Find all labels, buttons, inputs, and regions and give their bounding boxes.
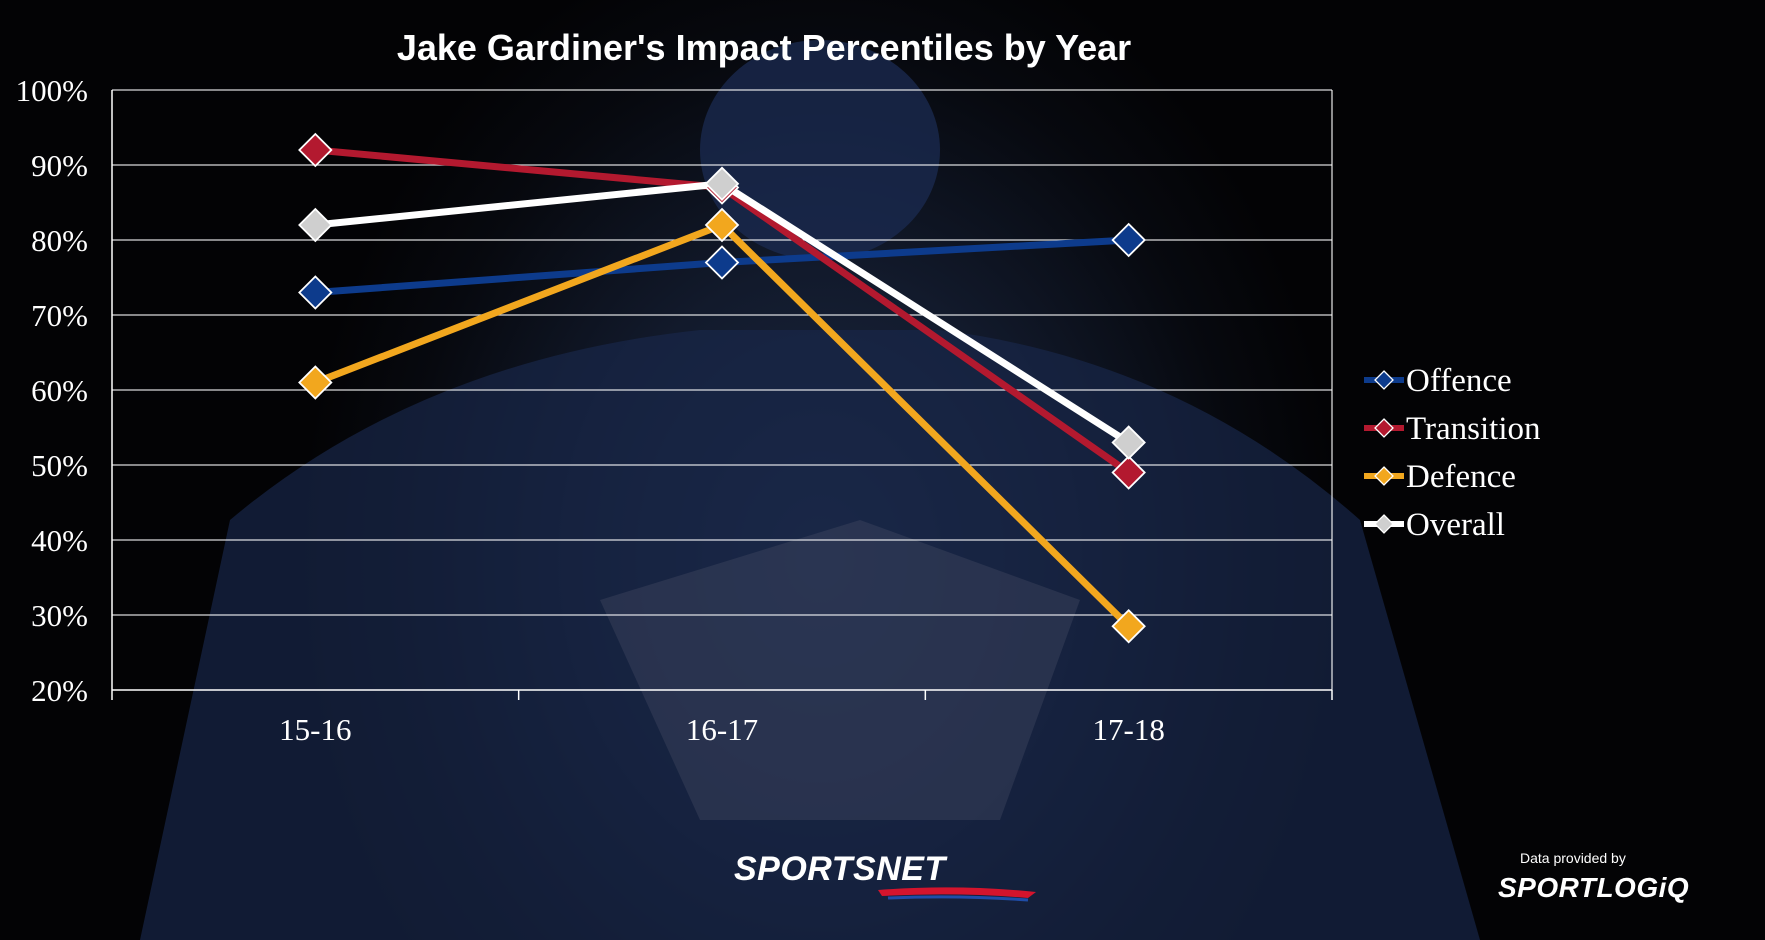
y-tick-label: 70% (31, 298, 88, 333)
data-point-transition (298, 132, 333, 168)
data-point-offence (1111, 222, 1146, 258)
x-tick-label: 15-16 (279, 712, 351, 747)
data-point-overall (704, 166, 740, 202)
data-point-transition (1111, 455, 1146, 490)
x-axis: 15-16 16-17 17-18 (111, 690, 1333, 747)
legend-marker-defence (1374, 466, 1394, 486)
x-tick-label: 16-17 (686, 712, 758, 747)
legend: Offence Transition Defence Overall (1364, 363, 1540, 543)
legend-label-defence: Defence (1406, 459, 1516, 495)
legend-label-transition: Transition (1406, 411, 1540, 447)
y-tick-label: 30% (31, 598, 88, 633)
sportsnet-swoosh-icon (878, 887, 1036, 902)
y-tick-label: 50% (31, 448, 88, 483)
y-axis-ticks: 20% 30% 40% 50% 60% 70% 80% 90% 100% (16, 73, 88, 708)
y-tick-label: 40% (31, 523, 88, 558)
sportsnet-logo: SPORTSNET (734, 850, 946, 888)
x-tick-label: 17-18 (1093, 712, 1165, 747)
legend-marker-overall (1374, 514, 1394, 534)
y-tick-label: 100% (16, 73, 88, 108)
data-credit-text: Data provided by (1520, 850, 1626, 866)
legend-marker-offence (1374, 370, 1394, 390)
data-point-defence (298, 365, 333, 400)
legend-label-offence: Offence (1406, 363, 1512, 399)
legend-marker-transition (1374, 418, 1394, 438)
data-point-defence (1111, 608, 1146, 644)
data-point-offence (704, 245, 740, 280)
data-point-defence (704, 207, 740, 243)
y-tick-label: 20% (31, 673, 88, 708)
data-point-overall (298, 207, 333, 243)
y-tick-label: 60% (31, 373, 88, 408)
sportlogiq-logo: SPORTLOGiQ (1498, 872, 1690, 903)
series-group (298, 132, 1146, 644)
legend-label-overall: Overall (1406, 507, 1505, 543)
data-point-overall (1111, 425, 1146, 460)
y-tick-label: 90% (31, 148, 88, 183)
data-point-offence (298, 275, 333, 310)
chart-title: Jake Gardiner's Impact Percentiles by Ye… (397, 27, 1131, 68)
y-tick-label: 80% (31, 223, 88, 258)
